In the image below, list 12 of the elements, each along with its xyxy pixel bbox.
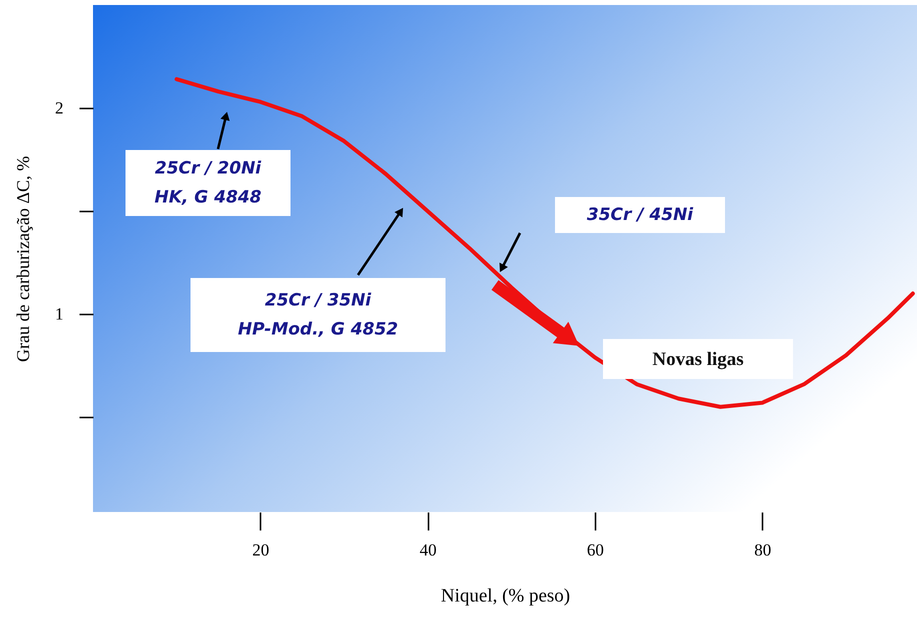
x-tick-label: 80 (754, 540, 772, 560)
x-tick-label: 40 (420, 540, 437, 560)
annotation: 25Cr / 35Ni HP-Mod., G 4852 (238, 290, 398, 340)
y-tick-label: 2 (55, 98, 64, 118)
x-axis-title: Niquel, (% peso) (440, 586, 570, 606)
annotation: 25Cr / 20Ni HK, G 4848 (154, 158, 262, 208)
y-tick-label: 1 (55, 304, 64, 324)
x-tick-label: 20 (252, 540, 270, 560)
annotation: Novas ligas (652, 349, 744, 370)
x-tick-label: 60 (586, 540, 604, 560)
y-axis-title: Grau de carburização ΔC, % (13, 156, 33, 362)
annotation: 35Cr / 45Ni (586, 205, 694, 225)
